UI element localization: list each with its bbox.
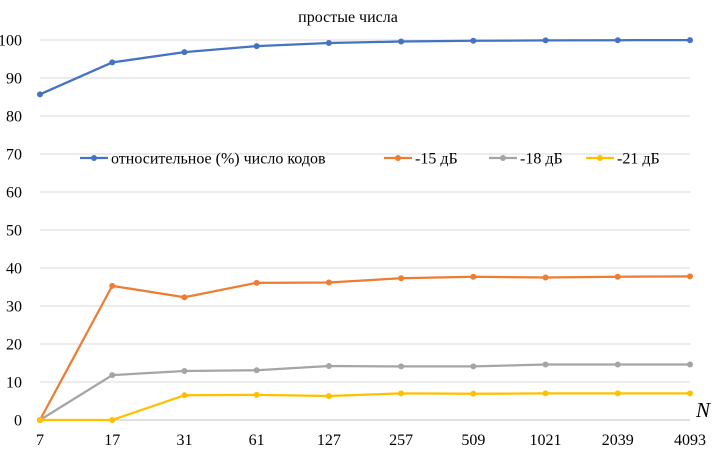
y-tick-label: 30 — [6, 299, 22, 316]
y-tick-label: 20 — [6, 337, 22, 354]
y-tick-label: 70 — [6, 147, 22, 164]
data-point — [181, 49, 188, 56]
data-point — [542, 361, 549, 368]
data-point — [109, 372, 116, 379]
series-1 — [37, 37, 693, 98]
chart-title: простые числа — [298, 9, 398, 26]
data-point — [470, 390, 477, 397]
data-point — [181, 367, 188, 374]
legend-swatch-marker — [91, 155, 97, 161]
data-point — [687, 273, 693, 280]
series-line — [38, 38, 692, 96]
x-tick-label: 17 — [104, 432, 120, 449]
legend-label: -15 дБ — [415, 151, 458, 168]
x-tick-label: 4093 — [674, 432, 706, 449]
data-point — [687, 361, 693, 368]
data-point — [542, 274, 549, 281]
data-point — [325, 279, 332, 286]
legend-item: -21 дБ — [586, 151, 660, 168]
data-point — [542, 390, 549, 397]
y-tick-label: 90 — [6, 71, 22, 88]
data-point — [325, 363, 332, 370]
data-point — [181, 392, 188, 399]
data-point — [614, 273, 621, 280]
data-point — [253, 43, 260, 50]
data-point — [253, 391, 260, 398]
data-point — [109, 417, 116, 423]
legend-label: -18 дБ — [520, 151, 563, 168]
legend-label: -21 дБ — [617, 151, 660, 168]
x-tick-label: 7 — [36, 432, 44, 449]
x-tick-label: 127 — [317, 432, 341, 449]
legend-swatch-marker — [500, 155, 506, 161]
legend-item: -15 дБ — [384, 151, 458, 168]
data-point — [687, 390, 693, 397]
data-point — [687, 37, 693, 44]
legend-label: относительное (%) число кодов — [111, 151, 326, 168]
data-point — [109, 59, 116, 66]
data-point — [614, 361, 621, 368]
data-point — [470, 37, 477, 44]
data-point — [398, 390, 405, 397]
series-4 — [37, 390, 693, 423]
series-line — [38, 363, 692, 422]
data-point — [325, 40, 332, 47]
gridlines — [40, 39, 690, 421]
x-axis-ticks: 7 17 31 61 127 257 509 1021 2039 4093 — [36, 432, 706, 449]
data-point — [253, 279, 260, 286]
series-line — [38, 392, 692, 422]
data-point — [398, 363, 405, 370]
data-point — [37, 91, 43, 98]
x-tick-label: 2039 — [602, 432, 634, 449]
data-point — [109, 282, 116, 289]
x-tick-label: 509 — [461, 432, 485, 449]
series-3 — [37, 361, 693, 423]
legend-swatch-marker — [395, 155, 401, 161]
y-tick-label: 60 — [6, 185, 22, 202]
y-tick-label: 10 — [6, 375, 22, 392]
data-point — [253, 367, 260, 374]
y-tick-label: 0 — [14, 413, 22, 430]
data-point — [325, 393, 332, 400]
y-tick-label: 100 — [0, 33, 22, 50]
y-axis-ticks: 0 10 20 30 40 50 60 70 80 90 100 — [0, 33, 22, 430]
legend-item: относительное (%) число кодов — [80, 151, 326, 168]
x-tick-label: 257 — [389, 432, 413, 449]
data-point — [470, 273, 477, 280]
data-point — [181, 294, 188, 301]
legend: относительное (%) число кодов -15 дБ -18 д… — [80, 151, 660, 168]
y-tick-label: 40 — [6, 261, 22, 278]
x-tick-label: 1021 — [530, 432, 562, 449]
data-point — [614, 37, 621, 44]
series-2 — [37, 273, 693, 423]
y-tick-label: 80 — [6, 109, 22, 126]
data-point — [470, 363, 477, 370]
data-point — [542, 37, 549, 44]
data-point — [614, 390, 621, 397]
series-lines — [37, 37, 693, 423]
data-point — [398, 38, 405, 45]
data-point — [37, 417, 43, 423]
legend-swatch-marker — [597, 155, 603, 161]
series-line — [38, 275, 692, 422]
data-point — [398, 275, 405, 282]
legend-item: -18 дБ — [489, 151, 563, 168]
x-tick-label: 61 — [249, 432, 265, 449]
y-tick-label: 50 — [6, 223, 22, 240]
x-tick-label: 31 — [176, 432, 192, 449]
x-axis-label: N — [695, 398, 711, 422]
